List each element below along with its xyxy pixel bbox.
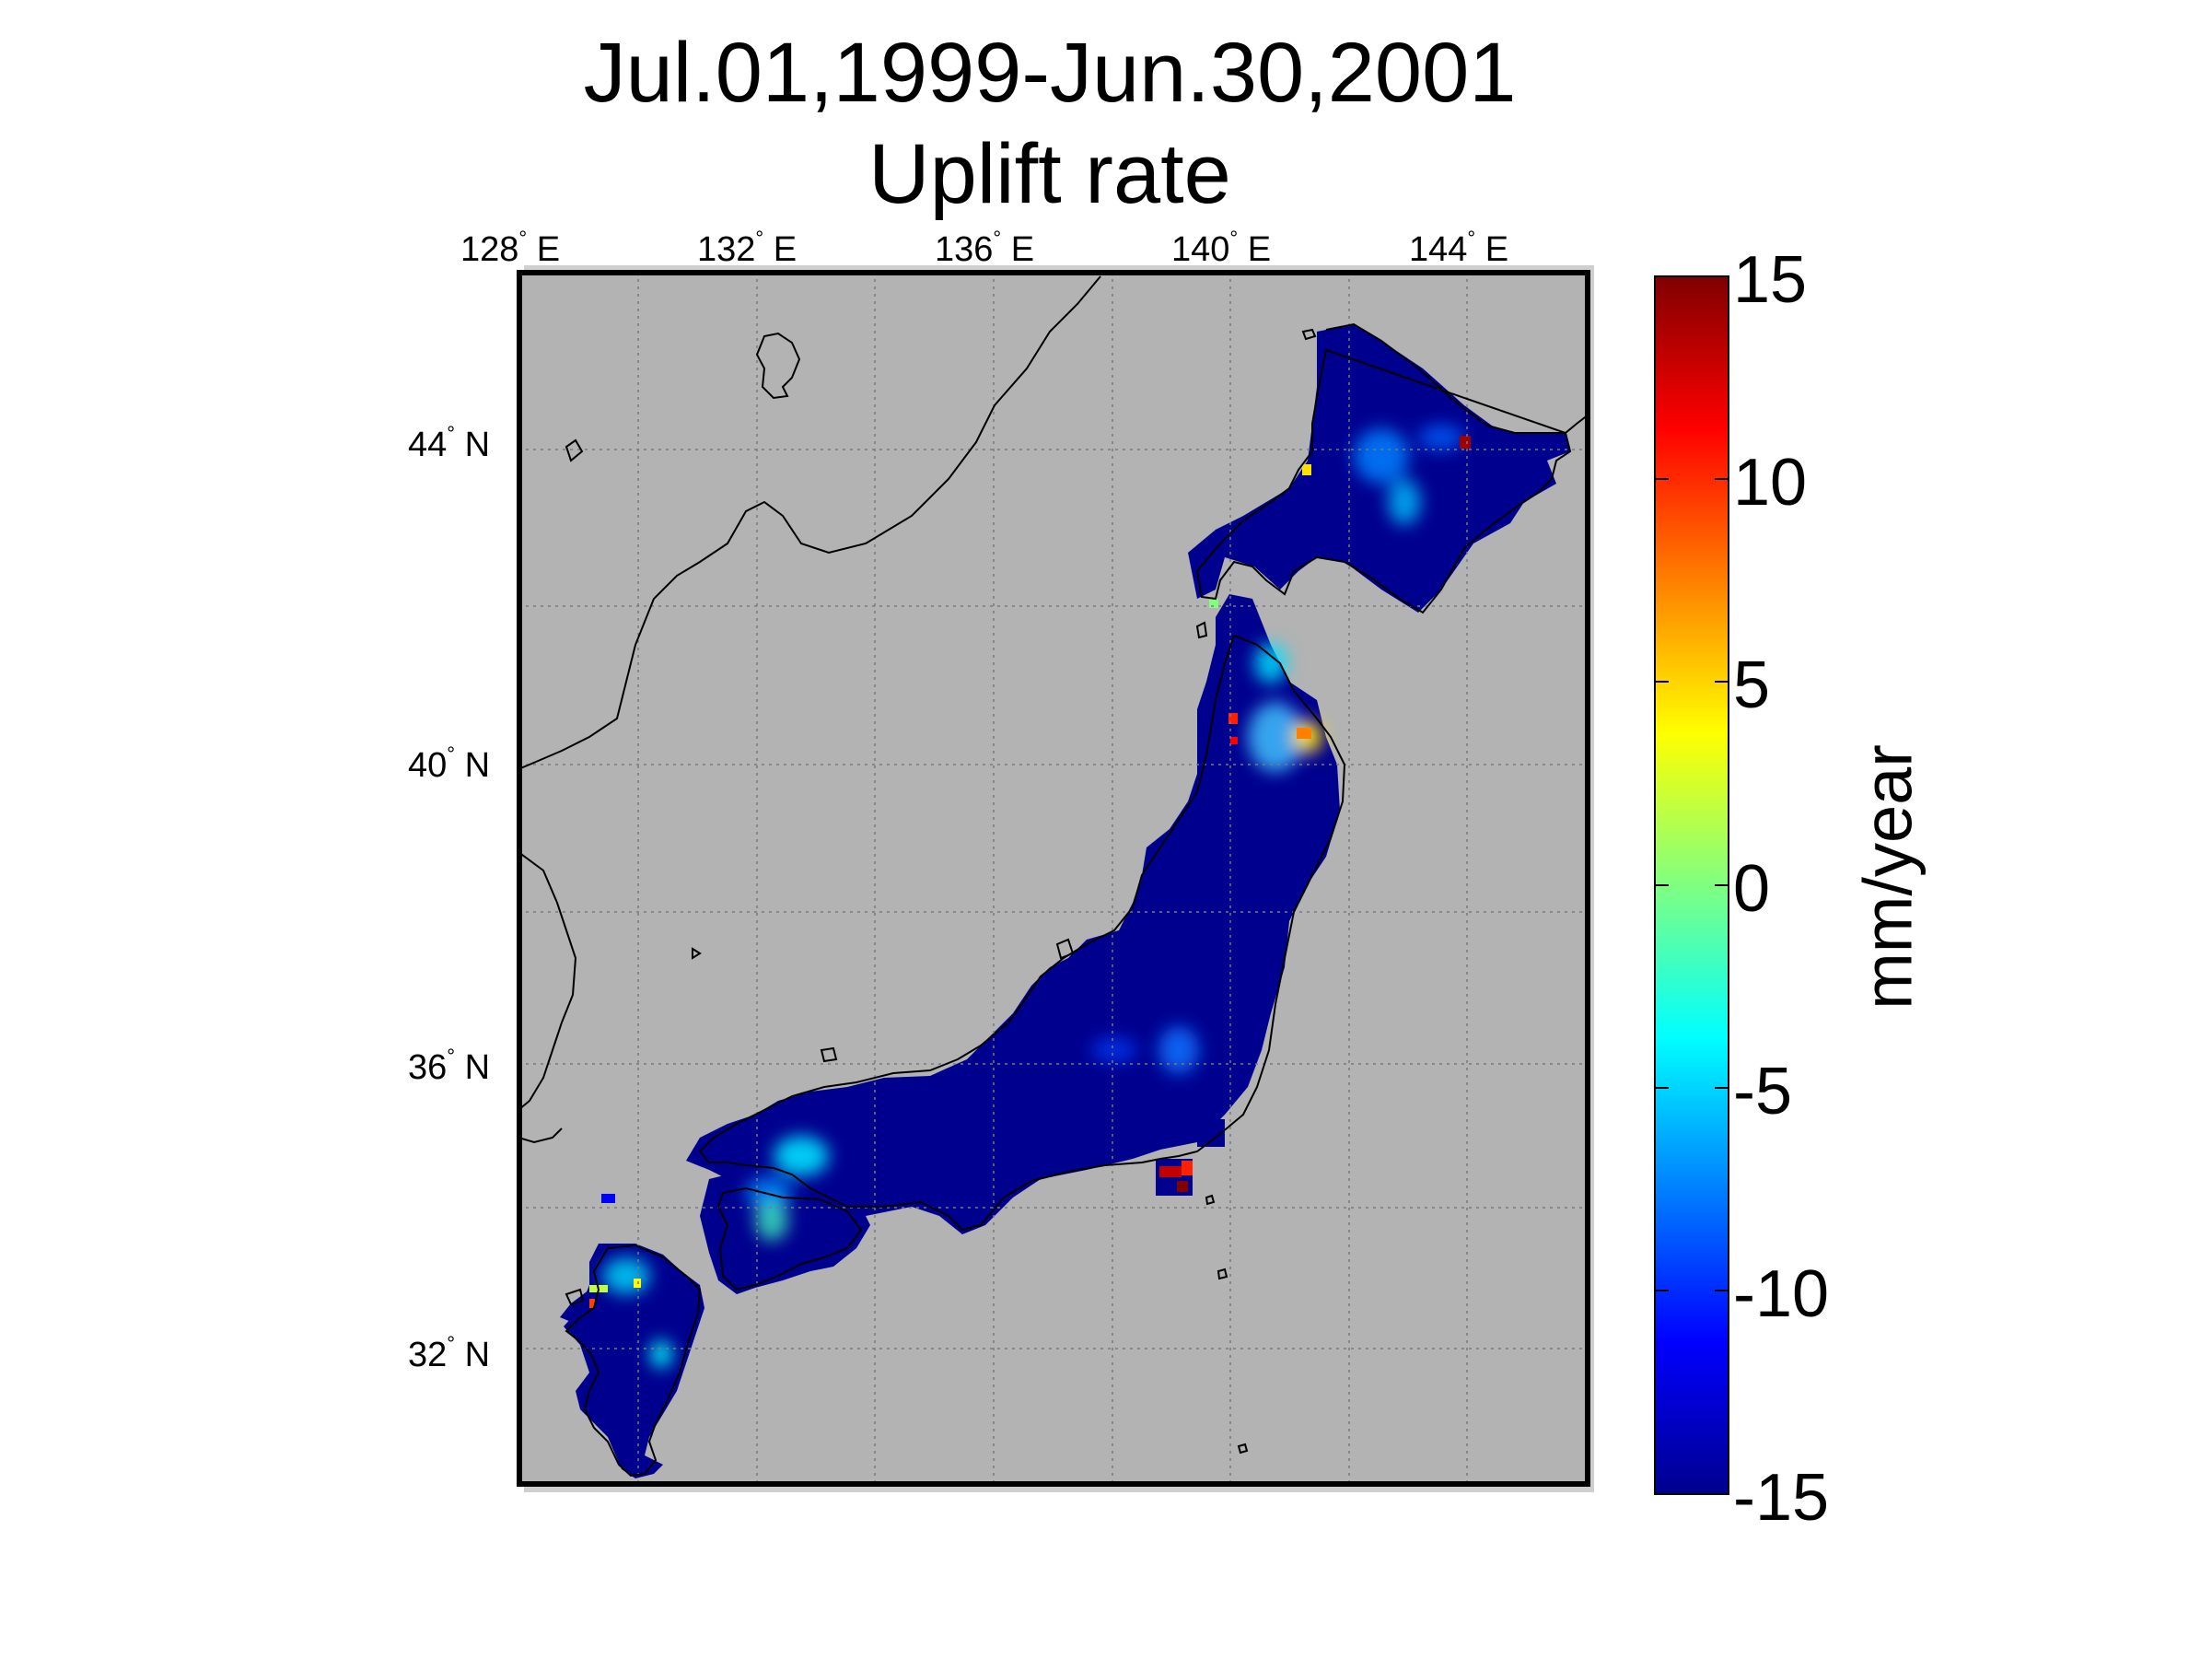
coastline-korea — [518, 851, 577, 1111]
coastline-honshu — [698, 635, 1346, 1232]
coastline-mainland — [518, 275, 1101, 770]
colorbar-tick-15: 15 — [1733, 243, 1808, 317]
coastline-goto — [565, 1288, 585, 1306]
coastline-izu-islands — [1205, 1194, 1249, 1455]
coastline-oki — [820, 1046, 838, 1063]
hotspot-kyushu-south — [650, 1340, 672, 1368]
colorbar-ticks — [1655, 275, 1729, 1495]
coastline-kyushu — [565, 1244, 702, 1478]
hotspot-hokkaido-darkred — [1460, 436, 1471, 449]
hotspot-oga-red — [1228, 713, 1238, 724]
hotspot-hokkaido-yellow — [1302, 464, 1311, 475]
chart-title-line-2: Uplift rate — [868, 127, 1231, 221]
hotspot-hokkaido-ne — [1418, 425, 1464, 450]
hotspot-oga-red-2 — [1230, 737, 1238, 744]
hotspot-izu-red-2 — [1182, 1161, 1193, 1175]
hotspot-izu-red — [1159, 1166, 1182, 1177]
hotspot-kyushu-yellow — [634, 1279, 641, 1288]
hotspot-izu-darkred — [1177, 1181, 1188, 1192]
colorbar-tick-neg10: -10 — [1733, 1257, 1830, 1331]
hotspot-hokkaido-south — [1388, 479, 1421, 525]
colorbar-tick-0: 0 — [1733, 852, 1771, 926]
hotspot-central-honshu — [1158, 1026, 1199, 1074]
lat-label-32: 32° N — [408, 1332, 491, 1374]
coastline-hokkaido — [1195, 322, 1589, 614]
hotspot-shikoku-west — [755, 1200, 788, 1241]
coastline-rishiri — [1301, 328, 1317, 341]
hotspot-aomori — [1248, 702, 1303, 772]
lon-label-144: 144° E — [1409, 227, 1509, 269]
map-frame — [517, 270, 1590, 1487]
coastline-sado — [1055, 938, 1075, 960]
honshu-land — [686, 594, 1340, 1234]
hotspot-nagasaki-red — [589, 1299, 595, 1308]
hotspot-kyushu-north — [602, 1257, 650, 1294]
hotspot-aomori-orange — [1297, 728, 1311, 739]
hotspot-chugoku — [774, 1136, 829, 1176]
coastline-korea-south — [518, 1127, 563, 1144]
coastlines — [518, 275, 1589, 1478]
lon-label-140: 140° E — [1171, 227, 1272, 269]
lon-label-136: 136° E — [935, 227, 1035, 269]
colorbar-tick-5: 5 — [1733, 648, 1771, 722]
hotspot-tohoku-green — [1209, 599, 1218, 608]
hotspot-kyushu-island — [601, 1194, 615, 1203]
lat-label-40: 40° N — [408, 742, 491, 785]
hotspot-central-west — [1091, 1037, 1137, 1063]
chart-title-line-1: Jul.01,1999-Jun.30,2001 — [583, 26, 1517, 120]
lat-label-44: 44° N — [408, 422, 491, 464]
lat-label-36: 36° N — [408, 1045, 491, 1087]
lon-label-128: 128° E — [460, 227, 561, 269]
colorbar-tick-10: 10 — [1733, 446, 1808, 520]
coastline-okushiri — [1195, 621, 1208, 639]
colorbar-tick-neg5: -5 — [1733, 1055, 1793, 1128]
coastline-shikoku — [716, 1186, 863, 1291]
coastline-sakhalin — [755, 332, 801, 400]
colorbar-unit-label: mm/year — [1849, 744, 1927, 1010]
lon-label-132: 132° E — [697, 227, 797, 269]
hotspot-hokkaido-central — [1354, 428, 1409, 484]
colorbar-tick-neg15: -15 — [1733, 1461, 1830, 1535]
hotspot-tohoku-north — [1254, 643, 1287, 683]
coastline-tsushima — [692, 947, 702, 960]
coastline-rebun — [565, 438, 584, 462]
